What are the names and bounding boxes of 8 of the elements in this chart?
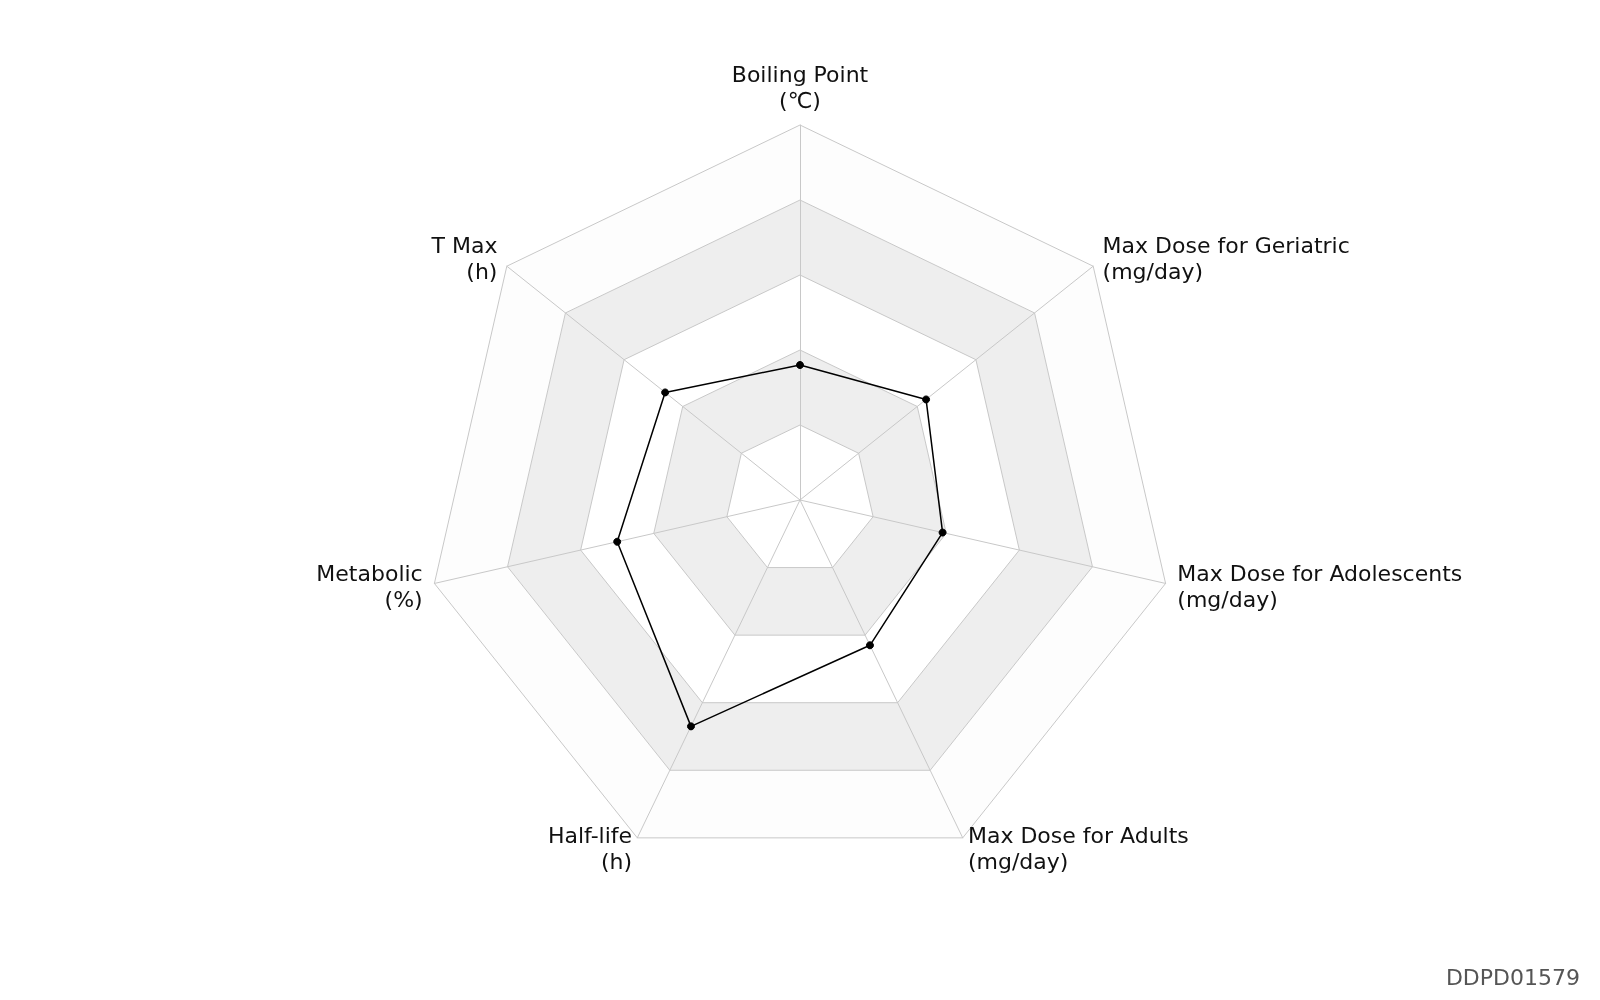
spoke-label: Metabolic (%)	[316, 560, 423, 612]
spoke-label: T Max (h)	[430, 233, 498, 285]
text: DDPD01579	[1445, 964, 1580, 990]
spoke-label: Max Dose for Adults (mg/day)	[967, 823, 1189, 875]
spoke-label: Max Dose for Adolescents (mg/day)	[1177, 560, 1463, 612]
spoke-label: Max Dose for Geriatric (mg/day)	[1102, 233, 1350, 285]
spoke-label: Half-life (h)	[547, 823, 633, 875]
spoke-label: Boiling Point (℃)	[731, 61, 869, 113]
